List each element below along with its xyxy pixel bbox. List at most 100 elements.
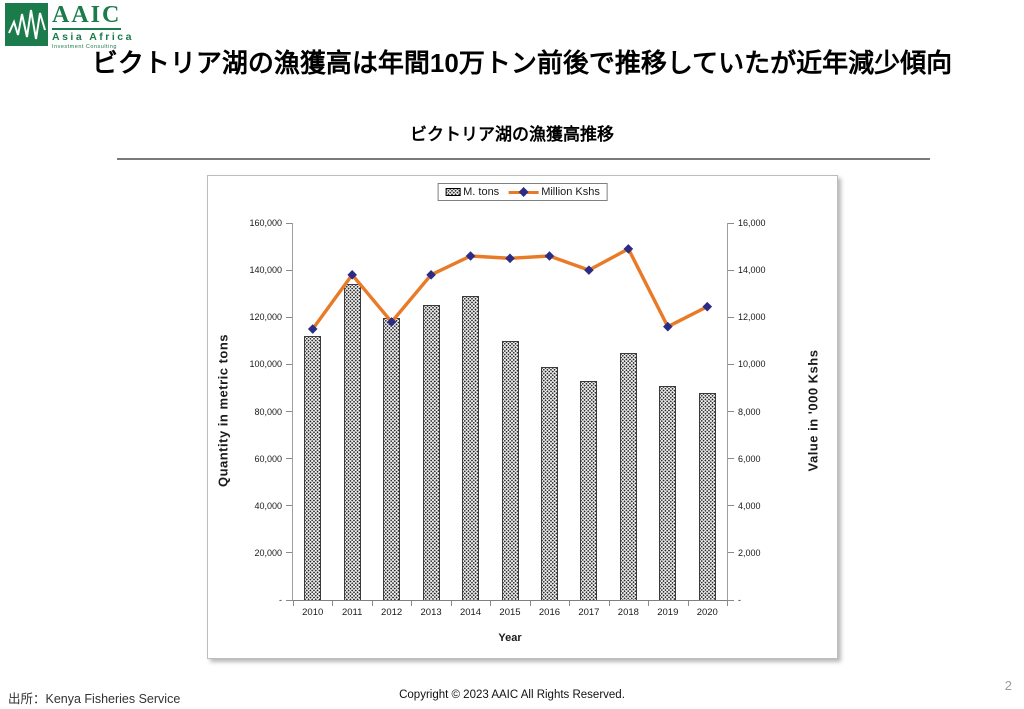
left-axis-tick (286, 269, 292, 271)
bar (619, 352, 637, 600)
right-axis-tick-label: 4,000 (738, 500, 761, 511)
left-axis-tick-label: 140,000 (249, 265, 282, 276)
diamond-marker-icon (623, 244, 634, 254)
page-number: 2 (1004, 678, 1012, 693)
left-axis-title: Quantity in metric tons (215, 333, 231, 488)
right-axis-tick-label: 14,000 (738, 265, 766, 276)
right-axis-tick (728, 552, 734, 554)
right-axis-tick (728, 458, 734, 460)
plot-area: - 20,000 40,000 60,000 80,000 100,000 120,000 1… (249, 218, 765, 618)
left-axis-tick-label: 120,000 (249, 312, 282, 323)
bar (580, 380, 598, 600)
left-axis-tick (286, 316, 292, 318)
right-axis-tick-label: 16,000 (738, 218, 766, 228)
x-axis-tick-label: 2017 (578, 607, 600, 618)
title-divider (117, 158, 930, 160)
x-axis-tick (332, 601, 334, 606)
left-axis-tick-label: 60,000 (254, 453, 282, 464)
x-axis-tick-label: 2015 (499, 607, 521, 618)
diamond-marker-icon (663, 321, 673, 332)
left-axis-tick (286, 222, 292, 224)
bar (422, 305, 440, 600)
x-axis-tick (687, 601, 689, 606)
x-axis-tick (411, 601, 413, 606)
legend-label-bars: M. tons (463, 186, 500, 198)
left-axis-tick (286, 552, 292, 554)
x-axis-tick (608, 601, 610, 606)
logo-subtitle: Asia Africa (52, 31, 134, 43)
x-axis-tick-label: 2014 (459, 607, 482, 618)
legend-label-line: Million Kshs (541, 186, 600, 198)
bar (540, 366, 558, 600)
bar (659, 385, 677, 600)
copyright-note: Copyright © 2023 AAIC All Rights Reserve… (399, 689, 625, 701)
right-axis-tick-label: 8,000 (738, 406, 761, 417)
left-axis-tick (286, 599, 292, 601)
x-axis-tick (529, 601, 531, 606)
x-axis-tick-label: 2019 (657, 607, 679, 618)
aaic-logo: AAIC Asia Africa Investment Consulting (5, 3, 134, 50)
x-axis-tick (727, 601, 728, 606)
diamond-marker-icon (465, 251, 476, 261)
x-axis-tick-label: 2011 (341, 607, 363, 618)
logo-zigzag-icon (5, 3, 48, 46)
left-axis-tick-label: 40,000 (254, 500, 282, 511)
x-axis-tick-label: 2020 (696, 607, 718, 618)
left-axis-tick (286, 505, 292, 507)
legend-line-sample-icon (508, 187, 539, 197)
x-axis-tick (569, 601, 571, 606)
bar (462, 296, 480, 600)
x-axis-tick-label: 2010 (302, 607, 324, 618)
diamond-marker-icon (505, 253, 515, 264)
right-axis-tick (728, 411, 734, 412)
x-axis-tick (490, 601, 492, 606)
right-axis-tick (728, 222, 734, 224)
logo-text: AAIC Asia Africa Investment Consulting (52, 3, 134, 50)
x-axis-tick-label: 2013 (420, 607, 442, 618)
diamond-marker-icon (426, 270, 436, 280)
bar (304, 336, 322, 600)
bar (383, 318, 401, 600)
left-axis-tick-label: 160,000 (249, 218, 282, 228)
left-axis-tick-label: 20,000 (254, 547, 282, 558)
x-axis-tick-label: 2012 (381, 607, 403, 618)
left-axis-tick-label: 100,000 (249, 359, 282, 370)
left-axis-tick (286, 363, 292, 365)
x-axis-tick (450, 601, 452, 606)
right-axis-tick-label: 10,000 (738, 359, 766, 370)
left-axis-tick (286, 458, 292, 460)
right-axis-tick (728, 269, 734, 271)
x-axis-tick (648, 601, 650, 606)
source-note: 出所：Kenya Fisheries Service (8, 692, 181, 706)
right-axis-title: Value in '000 Kshs (805, 349, 821, 472)
right-axis-tick-label: 6,000 (738, 453, 761, 464)
left-axis-tick-label: 80,000 (254, 406, 282, 417)
x-axis-tick (293, 601, 294, 606)
right-axis-tick (728, 599, 734, 601)
left-axis-tick (286, 411, 292, 412)
x-axis-title: Year (498, 632, 522, 644)
bar (343, 284, 361, 600)
right-axis-tick (728, 316, 734, 318)
left-axis-tick-label: - (279, 595, 282, 605)
chart-frame: M. tons Million Kshs - 20,000 40,000 60,000… (207, 175, 838, 659)
right-axis-tick-label: 2,000 (738, 547, 761, 558)
right-axis-tick-label: - (738, 595, 741, 605)
diamond-marker-icon (584, 265, 594, 275)
x-axis-tick (371, 601, 373, 606)
x-axis-tick-label: 2018 (617, 607, 639, 618)
diamond-marker-icon (544, 251, 555, 261)
logo-acronym: AAIC (52, 2, 122, 30)
x-axis-tick-label: 2016 (538, 607, 561, 618)
diamond-marker-icon (307, 324, 318, 334)
right-axis-tick (728, 505, 734, 507)
chart-legend: M. tons Million Kshs (437, 183, 608, 201)
right-axis-tick (728, 363, 734, 365)
legend-bar-swatch-icon (445, 188, 461, 196)
line-series (307, 244, 713, 334)
chart-title: ビクトリア湖の漁獲高推移 (410, 125, 614, 144)
legend-marker-diamond-icon (518, 187, 529, 197)
bar (698, 392, 716, 600)
right-axis-tick-label: 12,000 (738, 312, 766, 323)
